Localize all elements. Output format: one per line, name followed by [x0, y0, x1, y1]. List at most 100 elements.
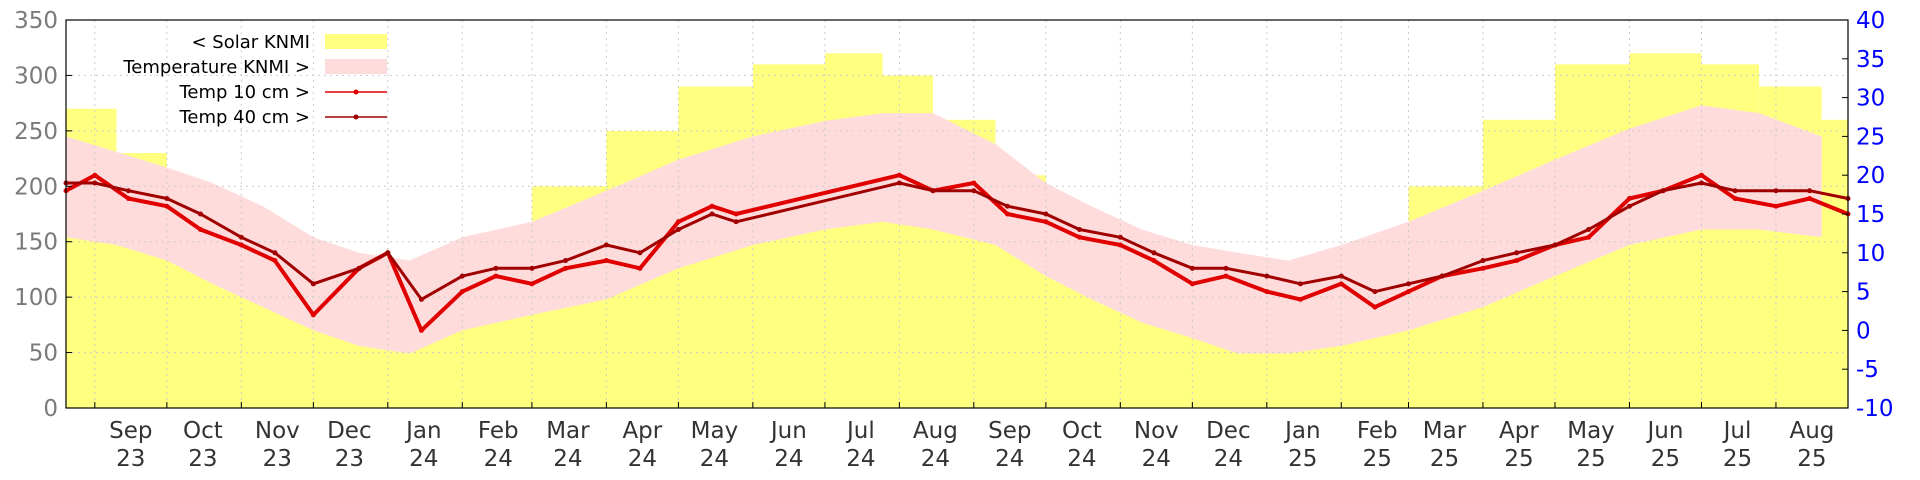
temp-10cm-point	[238, 242, 244, 248]
x-axis-month-label: Apr	[622, 418, 662, 444]
temp-10cm-point	[1372, 304, 1378, 310]
solar-bar-low	[1091, 352, 1142, 408]
x-axis-month-label: Dec	[327, 418, 372, 444]
temp-40cm-point	[1552, 242, 1558, 248]
temp-10cm-point	[1297, 296, 1303, 302]
temp-40cm-point	[1660, 188, 1666, 194]
legend-label: Temp 10 cm >	[178, 82, 310, 103]
x-axis-year-label: 25	[1430, 446, 1459, 472]
temp-40cm-point	[1189, 265, 1195, 271]
x-axis-month-label: Jun	[1645, 418, 1683, 444]
temp-10cm-point	[92, 172, 98, 178]
temp-10cm-point	[272, 258, 278, 264]
temp-10cm-point	[1223, 273, 1229, 279]
x-axis-year-label: 24	[1214, 446, 1243, 472]
temp-40cm-point	[971, 188, 977, 194]
solar-bar-low	[531, 319, 607, 408]
temp-10cm-point	[1586, 234, 1592, 240]
soil-temperature-lines	[63, 172, 1851, 333]
temp-10cm-point	[1264, 289, 1270, 295]
solar-bar-low	[1341, 341, 1409, 408]
left-axis-tick-label: 100	[14, 285, 58, 311]
x-axis-month-label: Feb	[1357, 418, 1398, 444]
temp-40cm-point	[1264, 273, 1270, 279]
temp-40cm-point	[1807, 188, 1813, 194]
left-axis-tick-label: 150	[14, 230, 58, 256]
x-axis-year-label: 24	[553, 446, 582, 472]
x-axis-month-label: Nov	[1134, 418, 1179, 444]
temp-10cm-point	[493, 273, 499, 279]
left-axis-tick-label: 50	[29, 341, 58, 367]
x-axis-year-label: 24	[921, 446, 950, 472]
temp-10cm-point	[896, 172, 902, 178]
x-axis-month-label: Sep	[988, 418, 1031, 444]
x-axis-month-label: Jun	[769, 418, 807, 444]
solar-bar-low	[212, 341, 263, 408]
x-axis-year-label: 23	[116, 446, 145, 472]
x-axis-month-label: May	[691, 418, 739, 444]
temp-10cm-point	[603, 258, 609, 264]
right-axis-tick-label: 25	[1856, 124, 1885, 150]
solar-bar-low	[606, 274, 679, 408]
legend-marker	[353, 89, 359, 95]
solar-bar-low	[116, 263, 167, 408]
temp-40cm-point	[1223, 265, 1229, 271]
right-axis-tick-label: 10	[1856, 241, 1885, 267]
temp-40cm-point	[197, 211, 203, 217]
temp-40cm-point	[125, 188, 131, 194]
temp-40cm-point	[1626, 203, 1632, 209]
temp-40cm-point	[385, 250, 391, 256]
x-axis-month-label: Jan	[1283, 418, 1320, 444]
solar-bar-low	[1192, 385, 1238, 408]
x-axis-year-label: 24	[484, 446, 513, 472]
temp-40cm-point	[637, 250, 643, 256]
x-axis-month-label: Aug	[913, 418, 958, 444]
right-axis-tick-label: 35	[1856, 47, 1885, 73]
x-axis-year-label: 25	[1288, 446, 1317, 472]
left-axis-tick-label: 300	[14, 63, 58, 89]
temp-40cm-point	[418, 296, 424, 302]
legend-label: Temperature KNMI >	[122, 57, 310, 78]
temperature-knmi-band	[66, 105, 1822, 354]
right-axis-tick-label: -10	[1856, 396, 1894, 422]
legend-label: Temp 40 cm >	[178, 107, 310, 128]
temp-10cm-point	[1807, 195, 1813, 201]
legend-swatch	[325, 34, 387, 49]
left-axis-tick-label: 0	[43, 396, 58, 422]
left-axis-tick-label: 350	[14, 8, 58, 34]
temp-40cm-point	[1151, 250, 1157, 256]
temp-10cm-point	[563, 265, 569, 271]
temp-40cm-point	[310, 281, 316, 287]
temp-10cm-point	[310, 312, 316, 318]
temp-40cm-point	[459, 273, 465, 279]
right-axis-tick-label: 20	[1856, 163, 1885, 189]
temp-40cm-point	[896, 180, 902, 186]
right-axis-tick-label: 40	[1856, 8, 1885, 34]
temp-40cm-point	[238, 234, 244, 240]
x-axis-year-label: 23	[335, 446, 364, 472]
x-axis-year-label: 24	[409, 446, 438, 472]
left-axis: 0 50 100 150 200 250 300 350	[14, 8, 72, 422]
x-axis-month-label: Nov	[255, 418, 300, 444]
x-axis-year-label: 24	[846, 446, 875, 472]
x-axis-year-label: 24	[700, 446, 729, 472]
temp-40cm-point	[1439, 273, 1445, 279]
x-axis-year-label: 23	[188, 446, 217, 472]
solar-bar-low	[66, 241, 117, 408]
temp-10cm-point	[418, 327, 424, 333]
temp-40cm-point	[709, 211, 715, 217]
temp-10cm-point	[971, 180, 977, 186]
temp-10cm-point	[1076, 234, 1082, 240]
legend-marker	[353, 114, 359, 120]
temp-10cm-point	[1189, 281, 1195, 287]
temp-10cm-point	[1732, 195, 1738, 201]
solar-bar-low	[358, 380, 410, 408]
temp-10cm-point	[733, 211, 739, 217]
legend: < Solar KNMI Temperature KNMI > Temp 10 cm…	[122, 32, 387, 128]
solar-bar-low	[462, 352, 532, 408]
solar-bar-low	[1045, 319, 1092, 408]
temp-10cm-point	[637, 265, 643, 271]
temp-40cm-point	[529, 265, 535, 271]
x-axis-month-label: Feb	[478, 418, 519, 444]
